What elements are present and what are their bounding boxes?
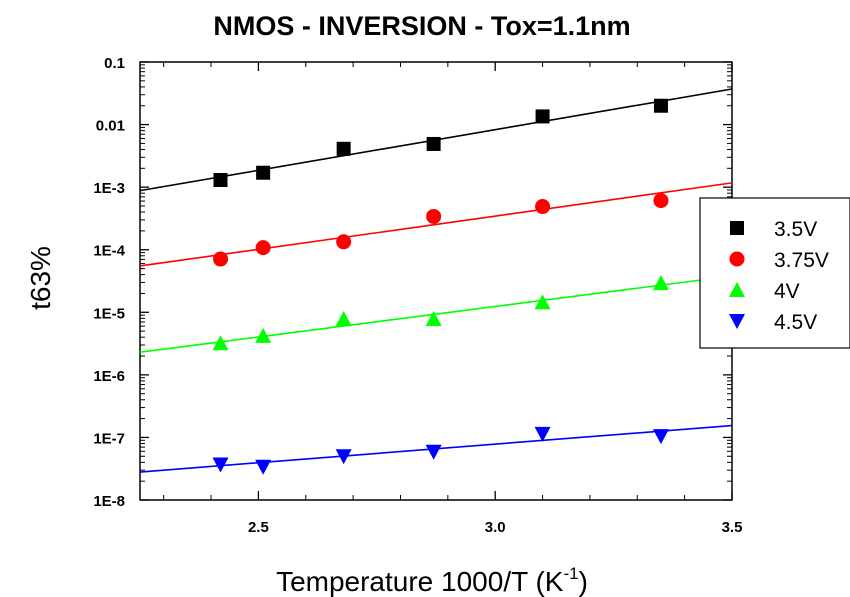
data-point-3.5V (535, 109, 550, 124)
data-point-3.5V (256, 165, 271, 180)
chart-title: NMOS - INVERSION - Tox=1.1nm (213, 11, 630, 41)
data-point-3.75V (535, 199, 551, 215)
legend-label: 3.75V (774, 249, 829, 272)
data-point-3.75V (336, 234, 352, 250)
plot-frame (139, 61, 733, 501)
x-tick-label: 3.0 (485, 519, 506, 536)
y-axis-label: t63% (25, 246, 56, 310)
x-tick-label: 3.5 (722, 519, 743, 536)
data-point-3.75V (255, 240, 271, 256)
legend-label: 4V (774, 280, 800, 303)
y-tick-label: 1E-5 (93, 305, 125, 322)
fit-line-4V (139, 275, 733, 354)
data-point-3.75V (426, 208, 442, 224)
x-axis-label-close: ) (579, 566, 588, 597)
data-point-3.75V (213, 251, 229, 267)
data-point-4V (534, 294, 551, 310)
y-tick-label: 1E-8 (93, 493, 125, 510)
legend-marker-3.75V (729, 251, 745, 267)
data-point-3.5V (213, 173, 228, 188)
legend-box (699, 197, 850, 349)
y-tick-label: 1E-4 (93, 243, 125, 260)
data-point-4.5V (534, 426, 551, 442)
legend-label: 3.5V (774, 218, 817, 241)
fit-line-3.75V (139, 182, 733, 267)
data-point-4.5V (335, 449, 352, 465)
y-tick-label: 0.01 (96, 118, 125, 135)
data-point-3.5V (336, 141, 351, 156)
legend-marker-3.5V (730, 221, 744, 235)
plot-area: 2.5 3.0 3.5 1E-8 1E-7 1E-6 1E-5 1E-4 1E-3 0.01 0.1 (93, 55, 742, 536)
data-point-4.5V (425, 444, 442, 460)
legend-marker-4.5V (729, 314, 745, 329)
data-point-4.5V (652, 429, 669, 445)
data-point-4.5V (255, 459, 272, 475)
data-point-4V (652, 275, 669, 291)
data-point-3.75V (653, 193, 669, 209)
x-axis-label: Temperature 1000/T (K-1) (276, 564, 588, 597)
y-tick-label: 0.1 (104, 55, 125, 72)
data-point-3.5V (426, 136, 441, 151)
data-point-3.5V (653, 98, 668, 113)
y-tick-label: 1E-3 (93, 180, 125, 197)
y-tick-label: 1E-7 (93, 430, 125, 447)
data-point-4V (255, 327, 272, 343)
data-point-4V (425, 311, 442, 327)
y-tick-label: 1E-6 (93, 368, 125, 385)
legend-marker-4V (729, 282, 745, 297)
x-axis-label-sup: -1 (563, 564, 578, 583)
legend-label: 4.5V (774, 311, 817, 334)
legend: 3.5V 3.75V 4V 4.5V (699, 197, 850, 349)
data-point-4.5V (212, 457, 229, 473)
data-point-4V (212, 335, 229, 351)
x-axis-label-main: Temperature 1000/T (K (276, 566, 564, 597)
x-tick-label: 2.5 (248, 519, 269, 536)
data-point-4V (335, 311, 352, 327)
